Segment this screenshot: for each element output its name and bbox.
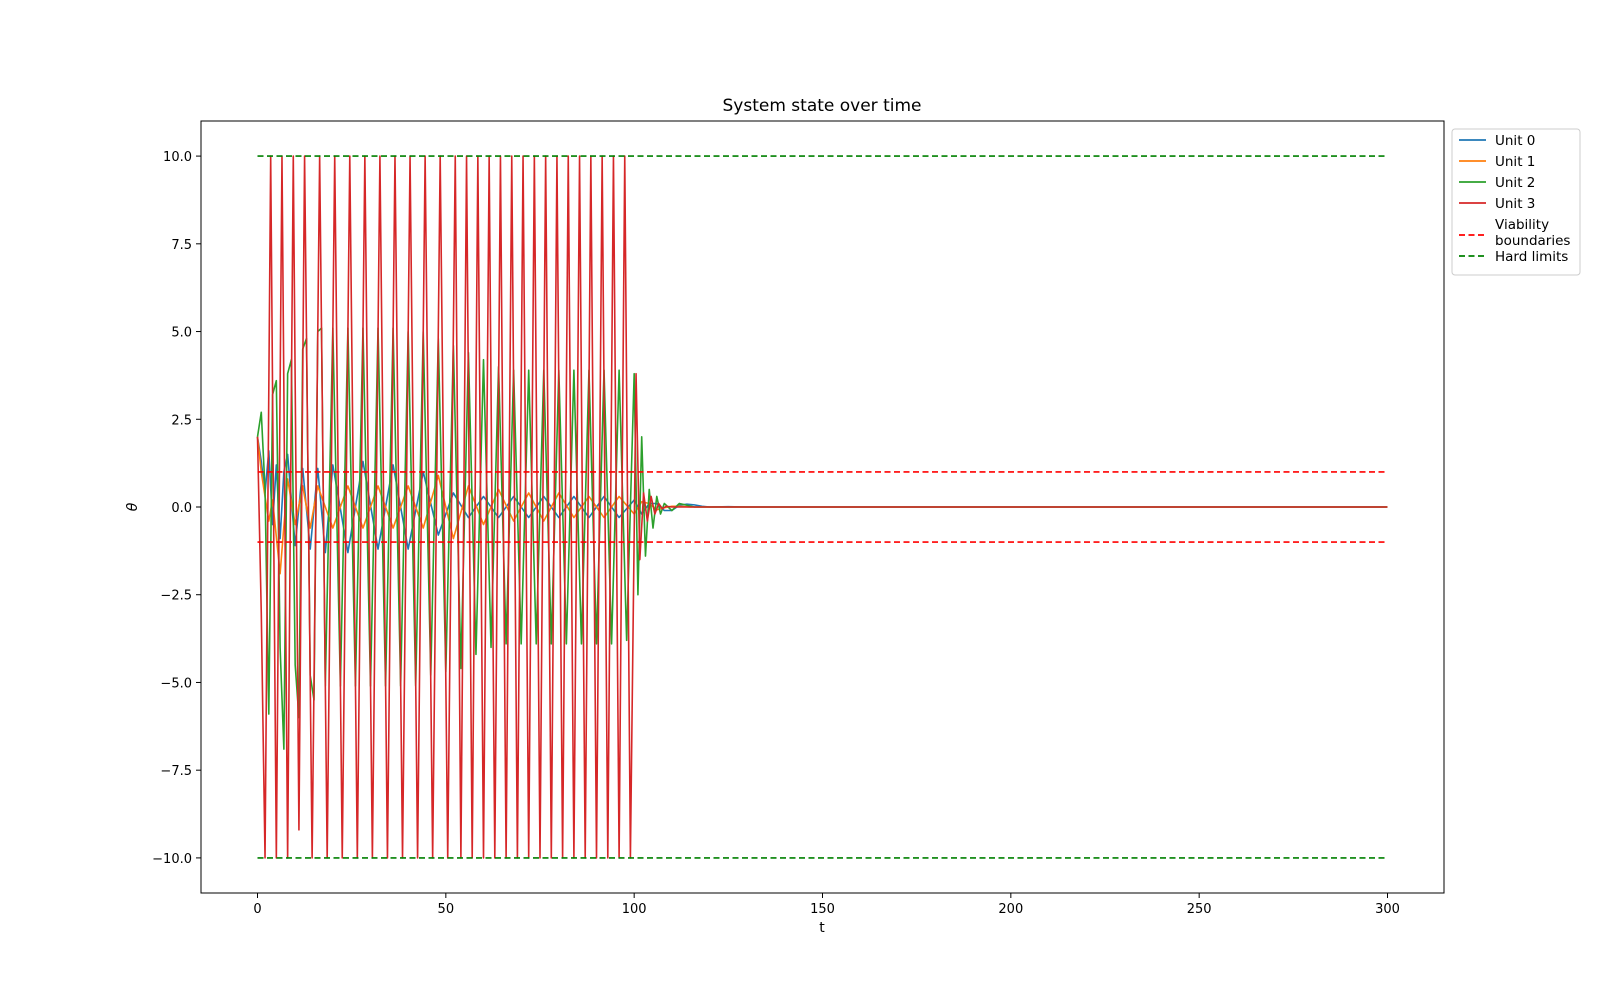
y-axis-label: θ bbox=[125, 502, 141, 511]
y-tick-label: 2.5 bbox=[171, 413, 192, 428]
legend-label: Unit 2 bbox=[1495, 175, 1535, 191]
y-tick-label: −7.5 bbox=[160, 764, 192, 779]
legend: Unit 0 Unit 1 Unit 2 Unit 3 Viability boundar… bbox=[1451, 128, 1581, 276]
x-tick-label: 150 bbox=[810, 902, 835, 917]
chart-title: System state over time bbox=[723, 96, 922, 116]
x-tick-label: 200 bbox=[998, 902, 1023, 917]
plot-frame bbox=[200, 120, 1445, 894]
x-tick-label: 250 bbox=[1187, 902, 1212, 917]
legend-label: Hard limits bbox=[1495, 249, 1568, 265]
x-tick-label: 300 bbox=[1375, 902, 1400, 917]
y-tick-label: 0.0 bbox=[171, 501, 192, 516]
x-tick-label: 100 bbox=[622, 902, 647, 917]
legend-label: Unit 1 bbox=[1495, 154, 1535, 170]
x-tick-label: 50 bbox=[438, 902, 455, 917]
legend-label: Unit 0 bbox=[1495, 133, 1535, 149]
legend-box bbox=[1451, 128, 1581, 276]
ticks: 0 50 100 150 200 250 300 −10.0 −7.5 −5.0 −2.5 0.0 2.… bbox=[152, 150, 1400, 917]
legend-label: Unit 3 bbox=[1495, 196, 1535, 212]
y-tick-label: 7.5 bbox=[171, 238, 192, 253]
x-axis-label: t bbox=[819, 920, 825, 936]
y-tick-label: −5.0 bbox=[160, 676, 192, 691]
plot-area bbox=[256, 155, 1388, 859]
y-tick-label: 5.0 bbox=[171, 326, 192, 341]
legend-label: Viability boundaries bbox=[1495, 217, 1570, 249]
y-tick-label: −2.5 bbox=[160, 589, 192, 604]
x-tick-label: 0 bbox=[253, 902, 261, 917]
y-tick-label: −10.0 bbox=[152, 852, 192, 867]
y-tick-label: 10.0 bbox=[163, 150, 192, 165]
